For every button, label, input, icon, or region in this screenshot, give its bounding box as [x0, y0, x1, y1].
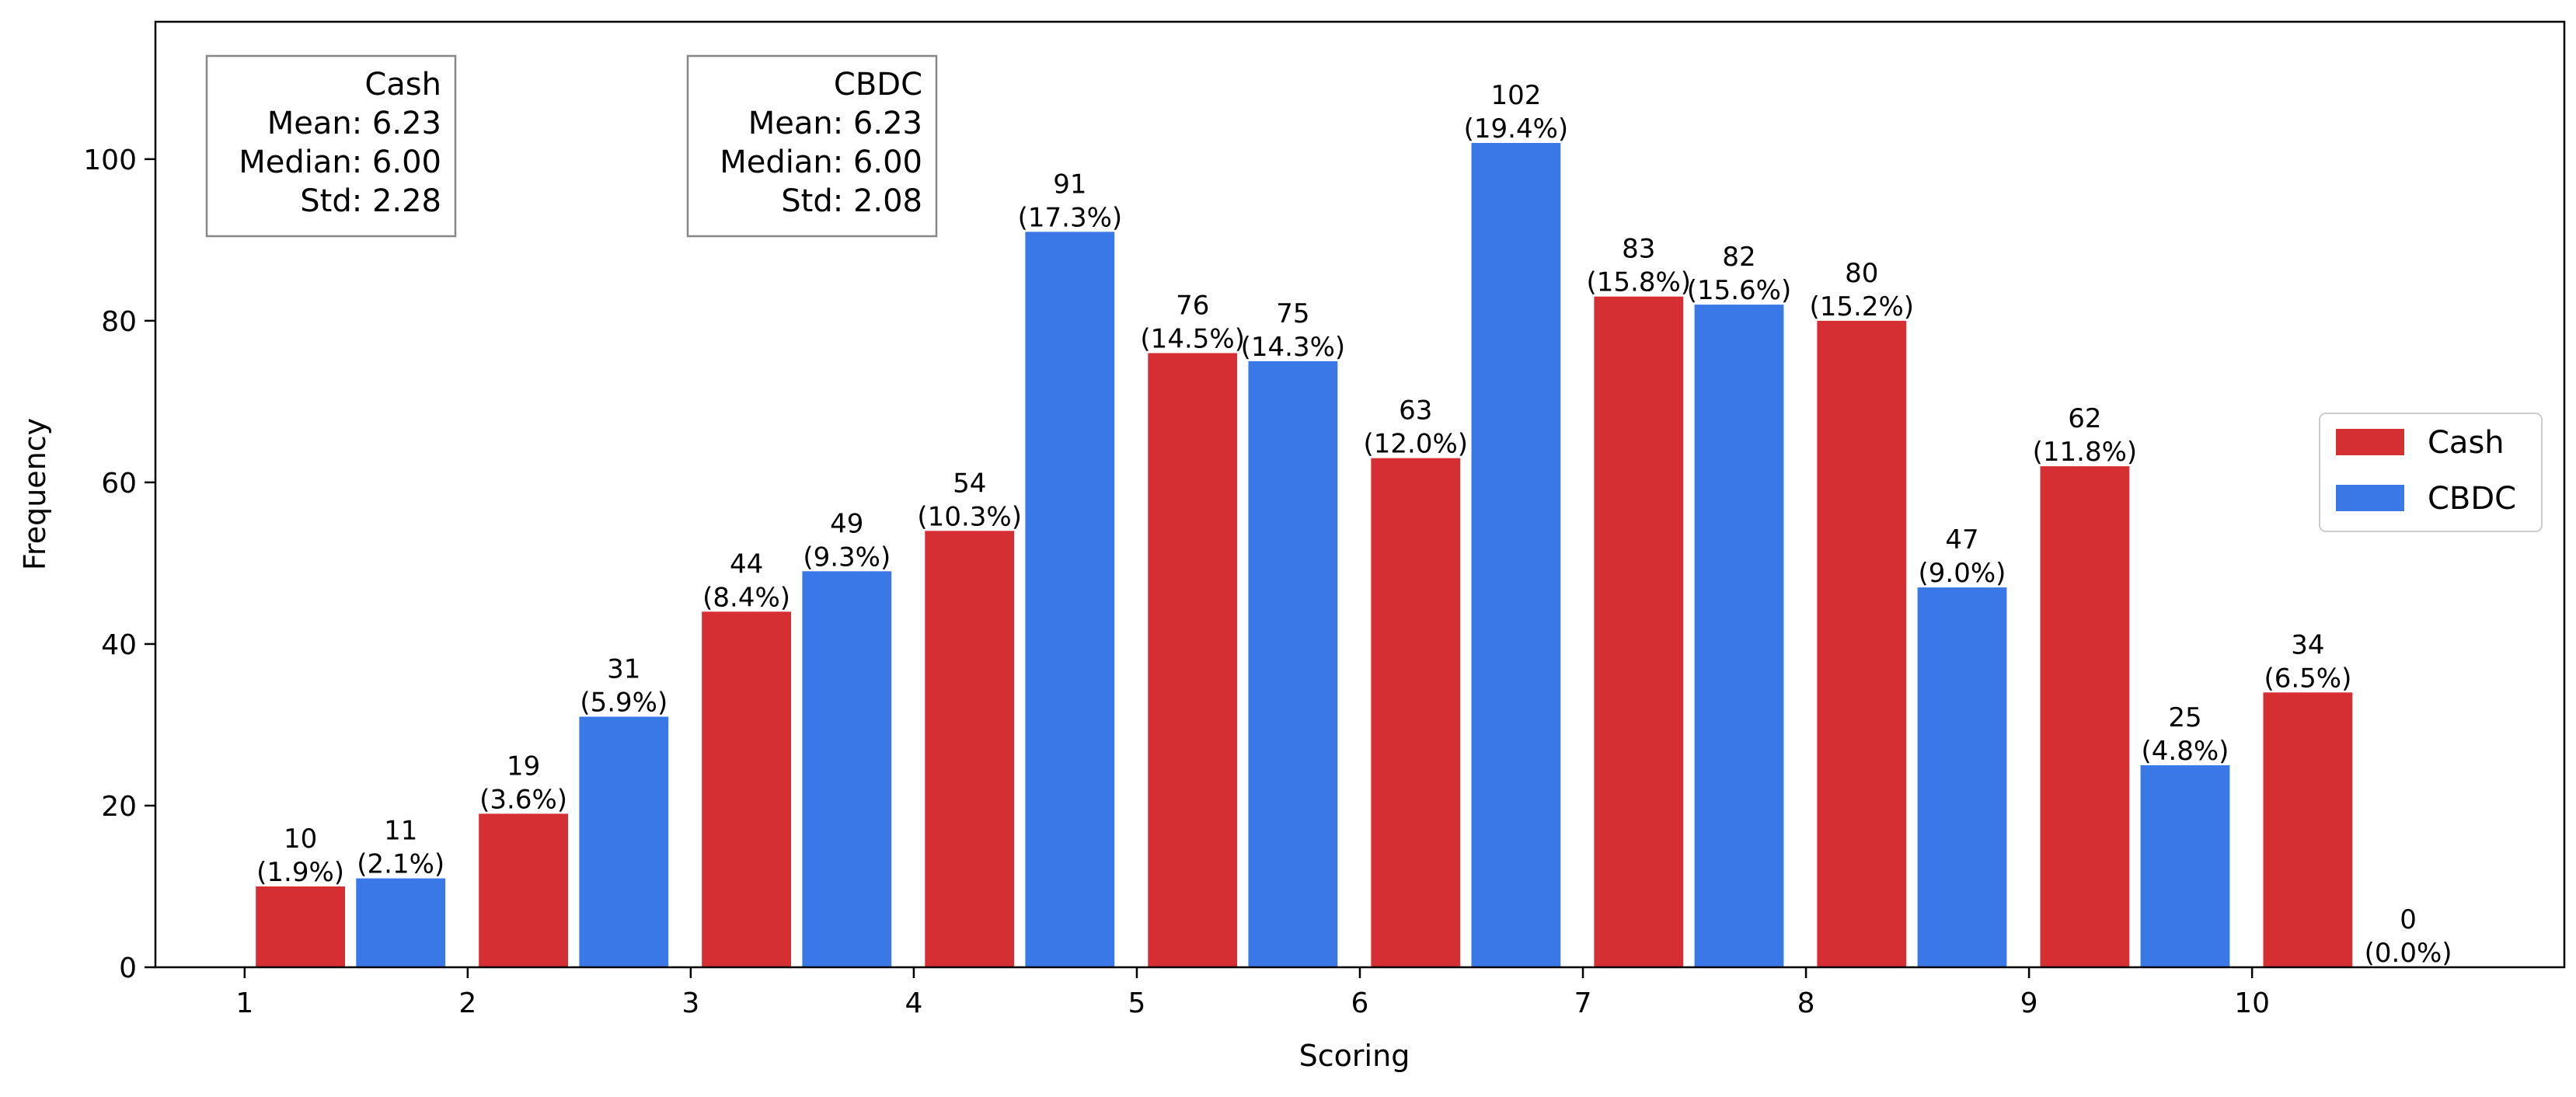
- stats-line-cash-2: Median: 6.00: [239, 145, 441, 180]
- x-tick-label-5: 5: [1128, 987, 1146, 1019]
- bar-percent-label-cbdc-1: (2.1%): [357, 849, 444, 880]
- stats-line-cbdc-2: Median: 6.00: [720, 145, 922, 180]
- stats-line-cbdc-1: Mean: 6.23: [748, 106, 922, 141]
- bar-value-label-cbdc-7: 82: [1722, 242, 1755, 273]
- x-tick-label-6: 6: [1351, 987, 1369, 1019]
- y-tick-label-100: 100: [83, 145, 137, 176]
- bar-value-label-cash-3: 44: [730, 548, 763, 580]
- bar-cash-1: [256, 886, 345, 967]
- bar-cbdc-2: [579, 716, 669, 967]
- bar-cash-9: [2040, 466, 2130, 967]
- bar-cash-2: [479, 813, 568, 967]
- bar-cbdc-8: [1917, 587, 2007, 967]
- bar-value-label-cbdc-5: 75: [1276, 298, 1309, 329]
- stats-box-cbdc: [686, 54, 938, 238]
- bar-value-label-cash-4: 54: [953, 468, 986, 499]
- x-tick-label-7: 7: [1574, 987, 1592, 1019]
- bar-cbdc-5: [1248, 360, 1338, 967]
- stats-line-cbdc-0: CBDC: [834, 67, 922, 103]
- x-axis-title: Scoring: [1299, 1039, 1410, 1073]
- x-tick-label-10: 10: [2234, 987, 2270, 1019]
- y-axis: 0 20 40 60 80 100: [83, 145, 155, 984]
- stats-line-cash-3: Std: 2.28: [300, 183, 441, 219]
- bar-value-label-cash-1: 10: [284, 824, 317, 855]
- y-axis-title: Frequency: [18, 418, 52, 570]
- x-tick-label-8: 8: [1797, 987, 1815, 1019]
- bar-percent-label-cash-4: (10.3%): [917, 501, 1022, 532]
- bar-percent-label-cbdc-5: (14.3%): [1241, 332, 1346, 363]
- bar-percent-label-cash-2: (3.6%): [479, 784, 567, 815]
- bar-percent-label-cbdc-3: (9.3%): [803, 542, 891, 573]
- bars-layer: [256, 143, 2353, 968]
- bar-percent-label-cbdc-6: (19.4%): [1464, 113, 1569, 145]
- bar-percent-label-cbdc-9: (4.8%): [2142, 736, 2229, 767]
- bar-cash-7: [1594, 296, 1684, 967]
- x-axis: 1 2 3 4 5 6 7 8 9 10: [235, 967, 2270, 1019]
- bar-percent-label-cbdc-8: (9.0%): [1919, 558, 2006, 589]
- x-tick-label-3: 3: [681, 987, 699, 1019]
- bar-value-label-cash-9: 62: [2068, 403, 2101, 434]
- bar-value-label-cash-6: 63: [1399, 395, 1432, 427]
- bar-percent-label-cbdc-4: (17.3%): [1018, 202, 1123, 233]
- bar-value-label-cbdc-9: 25: [2168, 702, 2201, 733]
- bar-percent-label-cash-5: (14.5%): [1140, 324, 1245, 355]
- bar-value-label-cash-2: 19: [507, 750, 540, 782]
- bar-value-label-cbdc-3: 49: [830, 508, 863, 539]
- bar-value-label-cbdc-6: 102: [1490, 80, 1541, 111]
- bar-percent-label-cbdc-7: (15.6%): [1687, 275, 1792, 306]
- bar-percent-label-cash-9: (11.8%): [2033, 437, 2138, 468]
- bar-cbdc-4: [1025, 232, 1115, 967]
- bar-value-label-cash-8: 80: [1845, 258, 1878, 289]
- bar-value-label-cbdc-10: 0: [2400, 904, 2417, 935]
- stats-line-cbdc-3: Std: 2.08: [781, 183, 922, 219]
- bar-labels-layer: 10(1.9%) 19(3.6%) 44(8.4%) 54(10.3%) 76(14.5…: [256, 80, 2452, 969]
- bar-cash-5: [1148, 353, 1238, 967]
- bar-percent-label-cbdc-2: (5.9%): [580, 688, 668, 719]
- bar-value-label-cash-5: 76: [1176, 291, 1209, 322]
- bar-percent-label-cbdc-10: (0.0%): [2365, 938, 2452, 969]
- stats-line-cash-0: Cash: [364, 67, 441, 103]
- bar-cash-4: [925, 531, 1015, 967]
- y-tick-label-0: 0: [119, 952, 137, 984]
- bar-value-label-cbdc-1: 11: [384, 816, 417, 847]
- bar-value-label-cbdc-4: 91: [1053, 169, 1086, 200]
- bar-cash-8: [1817, 320, 1907, 967]
- bar-value-label-cash-7: 83: [1622, 234, 1655, 265]
- legend-swatch-cash: [2336, 429, 2404, 455]
- bar-cbdc-7: [1694, 305, 1784, 968]
- x-tick-label-4: 4: [905, 987, 922, 1019]
- bar-cash-6: [1371, 458, 1461, 967]
- bar-value-label-cbdc-8: 47: [1945, 524, 1978, 555]
- bar-percent-label-cash-10: (6.5%): [2264, 663, 2351, 694]
- bar-percent-label-cash-7: (15.8%): [1587, 267, 1692, 298]
- stats-box-cash: [205, 54, 457, 238]
- y-tick-label-20: 20: [101, 791, 137, 823]
- legend-swatch-cbdc: [2336, 485, 2404, 511]
- bar-value-label-cash-10: 34: [2291, 629, 2324, 660]
- bar-percent-label-cash-3: (8.4%): [702, 582, 790, 613]
- legend-label-cash: Cash: [2428, 425, 2505, 461]
- stats-line-cash-1: Mean: 6.23: [267, 106, 441, 141]
- bar-percent-label-cash-6: (12.0%): [1364, 429, 1469, 460]
- legend: Cash CBDC: [2319, 413, 2543, 532]
- bar-cbdc-3: [802, 571, 892, 967]
- x-tick-label-9: 9: [2020, 987, 2038, 1019]
- bar-cash-10: [2263, 692, 2353, 967]
- legend-label-cbdc: CBDC: [2428, 481, 2516, 517]
- bar-cbdc-1: [356, 878, 446, 967]
- bar-cash-3: [702, 611, 791, 967]
- bar-percent-label-cash-1: (1.9%): [256, 857, 344, 888]
- bar-value-label-cbdc-2: 31: [607, 654, 640, 685]
- bar-cbdc-6: [1471, 143, 1561, 967]
- bar-percent-label-cash-8: (15.2%): [1810, 291, 1915, 322]
- y-tick-label-40: 40: [101, 629, 137, 661]
- y-tick-label-80: 80: [101, 306, 137, 338]
- x-tick-label-2: 2: [458, 987, 476, 1019]
- x-tick-label-1: 1: [235, 987, 253, 1019]
- bar-cbdc-9: [2140, 765, 2230, 967]
- y-tick-label-60: 60: [101, 468, 137, 500]
